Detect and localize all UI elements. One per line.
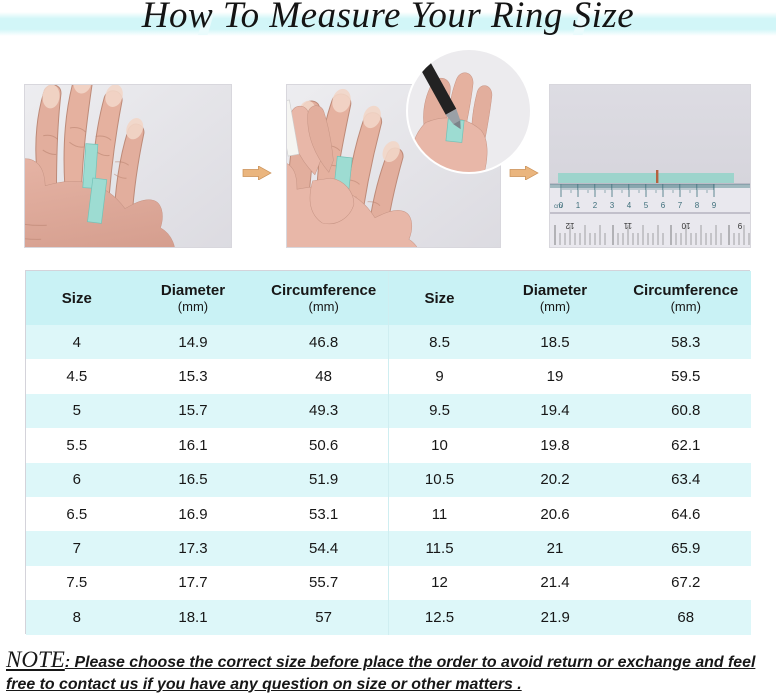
- svg-text:3: 3: [610, 201, 615, 210]
- svg-text:0: 0: [559, 201, 564, 210]
- svg-text:8: 8: [695, 201, 700, 210]
- svg-text:4: 4: [627, 201, 632, 210]
- svg-text:1: 1: [576, 201, 581, 210]
- svg-text:5: 5: [644, 201, 649, 210]
- svg-text:7: 7: [678, 201, 683, 210]
- svg-text:9: 9: [712, 201, 717, 210]
- svg-text:9: 9: [737, 221, 742, 230]
- svg-text:12: 12: [565, 221, 574, 230]
- svg-text:6: 6: [661, 201, 666, 210]
- svg-text:10: 10: [681, 221, 690, 230]
- svg-text:11: 11: [623, 221, 632, 230]
- svg-text:2: 2: [593, 201, 598, 210]
